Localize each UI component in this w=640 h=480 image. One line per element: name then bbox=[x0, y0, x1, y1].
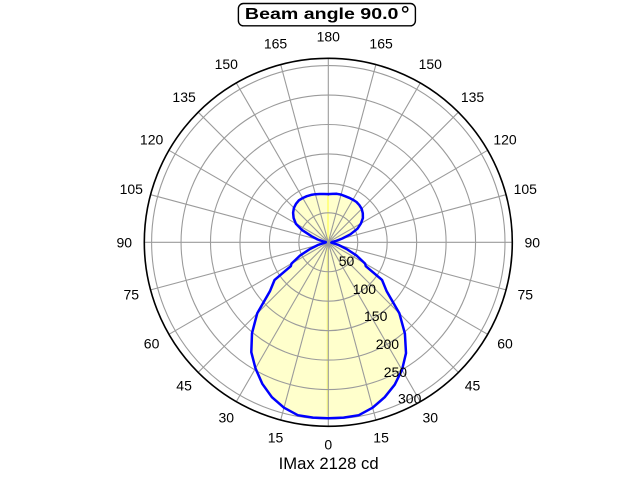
svg-text:300: 300 bbox=[398, 391, 422, 407]
svg-text:250: 250 bbox=[384, 364, 408, 380]
svg-text:135: 135 bbox=[461, 89, 485, 105]
svg-text:90: 90 bbox=[525, 234, 541, 250]
svg-text:30: 30 bbox=[423, 409, 439, 425]
svg-text:75: 75 bbox=[518, 287, 534, 303]
svg-text:165: 165 bbox=[264, 36, 288, 52]
svg-text:200: 200 bbox=[376, 336, 400, 352]
svg-text:50: 50 bbox=[339, 253, 355, 269]
svg-text:120: 120 bbox=[140, 131, 164, 147]
svg-text:60: 60 bbox=[497, 335, 513, 351]
svg-text:30: 30 bbox=[219, 409, 235, 425]
svg-text:90: 90 bbox=[117, 234, 133, 250]
svg-text:45: 45 bbox=[465, 377, 481, 393]
svg-text:105: 105 bbox=[514, 181, 538, 197]
svg-text:165: 165 bbox=[369, 36, 393, 52]
svg-text:105: 105 bbox=[120, 181, 144, 197]
svg-text:Beam angle 90.0: Beam angle 90.0 bbox=[245, 6, 399, 23]
svg-text:60: 60 bbox=[144, 335, 160, 351]
svg-text:45: 45 bbox=[176, 377, 192, 393]
svg-text:180: 180 bbox=[317, 29, 341, 45]
svg-text:0: 0 bbox=[324, 437, 332, 453]
svg-text:IMax 2128 cd: IMax 2128 cd bbox=[279, 455, 379, 473]
svg-text:150: 150 bbox=[215, 56, 239, 72]
svg-text:150: 150 bbox=[419, 56, 443, 72]
svg-text:120: 120 bbox=[493, 131, 517, 147]
svg-text:15: 15 bbox=[268, 430, 284, 446]
svg-text:75: 75 bbox=[124, 287, 140, 303]
svg-text:15: 15 bbox=[373, 430, 389, 446]
svg-text:100: 100 bbox=[353, 281, 377, 297]
svg-text:135: 135 bbox=[172, 89, 196, 105]
svg-text:150: 150 bbox=[364, 308, 388, 324]
